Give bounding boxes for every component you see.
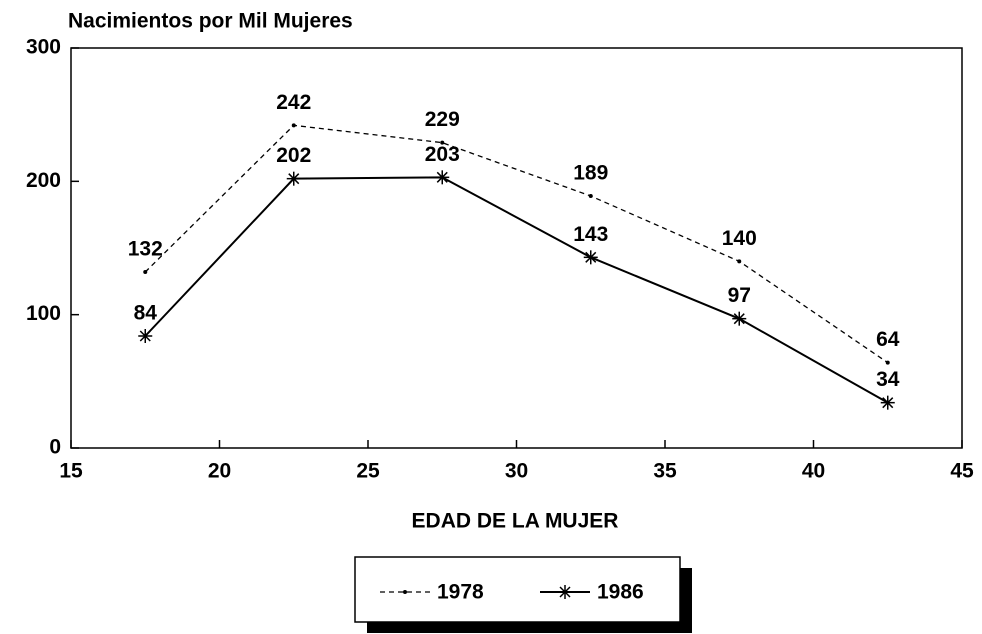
series-line — [144, 176, 889, 404]
x-tick-label: 20 — [208, 460, 231, 483]
point — [143, 270, 148, 274]
data-label: 203 — [425, 143, 460, 166]
y-tick-label: 0 — [49, 436, 61, 459]
data-label: 202 — [276, 144, 311, 167]
point-stroke — [585, 251, 597, 263]
point — [885, 360, 890, 365]
data-label: 143 — [573, 223, 608, 246]
x-tick-label: 45 — [950, 460, 974, 483]
x-tick-label: 15 — [59, 460, 83, 483]
x-tick-label: 30 — [505, 460, 528, 483]
point — [286, 171, 301, 186]
legend-marker — [403, 590, 407, 594]
point — [291, 123, 296, 128]
point-stroke — [288, 173, 300, 185]
legend-marker — [558, 585, 572, 599]
series-line — [144, 124, 889, 364]
point — [880, 395, 895, 410]
point — [588, 194, 593, 198]
x-tick-label: 40 — [802, 460, 825, 483]
x-axis-title: EDAD DE LA MUJER — [412, 510, 619, 533]
plot-frame — [70, 47, 963, 449]
data-label: 97 — [728, 284, 751, 307]
legend-label: 1978 — [437, 581, 484, 604]
data-label: 189 — [573, 162, 608, 185]
point — [138, 329, 153, 343]
point — [737, 259, 742, 264]
point-stroke — [733, 313, 745, 325]
data-label: 229 — [425, 108, 460, 131]
y-tick-label: 100 — [26, 302, 61, 325]
data-label: 34 — [876, 368, 900, 391]
data-label: 64 — [876, 328, 900, 351]
data-label: 242 — [276, 91, 311, 114]
data-label: 84 — [134, 302, 158, 325]
legend-label: 1986 — [597, 581, 644, 604]
point — [435, 170, 450, 185]
point-stroke — [882, 397, 894, 409]
x-tick-label: 25 — [356, 460, 380, 483]
data-label: 132 — [128, 238, 163, 261]
y-axis-title: Nacimientos por Mil Mujeres — [68, 10, 353, 33]
point — [583, 250, 598, 265]
point — [440, 140, 445, 145]
y-tick-label: 200 — [26, 169, 61, 192]
point-stroke — [559, 586, 571, 598]
data-label: 140 — [722, 227, 757, 250]
point — [732, 311, 747, 326]
x-tick-label: 35 — [653, 460, 677, 483]
point-stroke — [139, 330, 151, 342]
point-stroke — [436, 171, 448, 183]
legend-box — [354, 556, 681, 623]
y-tick-label: 300 — [26, 36, 61, 59]
